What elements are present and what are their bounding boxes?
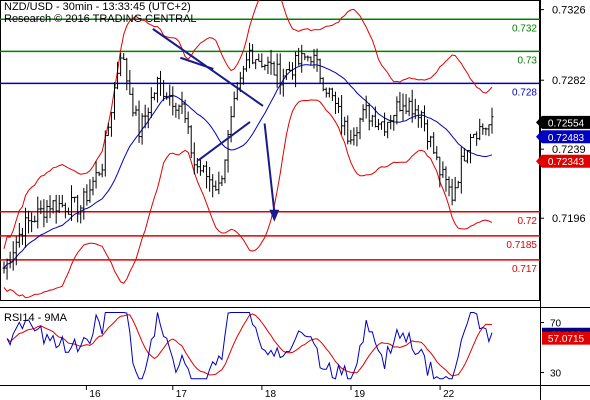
price-tick-label-1: 0.7282 xyxy=(552,75,586,87)
chart-title: NZD/USD - 30min - 13:33:45 (UTC+2) xyxy=(4,1,191,13)
level-labels: 0.732 0.73 0.728 0.72 0.7185 0.717 xyxy=(506,23,537,275)
moving-average-line xyxy=(3,64,493,269)
bollinger-upper xyxy=(3,0,493,249)
time-tick-label-1: 17 xyxy=(176,389,188,400)
rsi-label: RSI14 - 9MA xyxy=(4,312,67,324)
projection-arrow-head xyxy=(269,209,280,222)
projection-arrow-shaft xyxy=(263,123,276,212)
trendline-1 xyxy=(197,121,251,162)
level-label-1: 0.73 xyxy=(518,55,538,66)
bollinger-bands xyxy=(3,0,493,299)
rsi-tick-label-0: 70 xyxy=(550,319,562,330)
bollinger-lower xyxy=(3,99,493,299)
price-tick-label-3: 0.7196 xyxy=(552,213,586,225)
time-tick-label-3: 19 xyxy=(354,389,366,400)
level-label-5: 0.717 xyxy=(512,264,537,275)
level-label-0: 0.732 xyxy=(512,23,537,34)
last-price-tag-bg xyxy=(542,115,590,129)
horizontal-levels xyxy=(0,18,540,261)
time-tick-label-0: 16 xyxy=(89,389,101,400)
time-tick-label-4: 22 xyxy=(443,389,455,400)
moving-average xyxy=(3,64,493,269)
bollinger-value-tag: 0.72343 xyxy=(548,157,585,168)
bollinger-value-tag-pointer xyxy=(536,154,542,168)
trendlines xyxy=(152,28,280,222)
chart-copyright: Research © 2016 TRADING CENTRAL xyxy=(4,13,197,25)
time-axis: 16 17 18 19 22 xyxy=(85,385,455,400)
last-price-tag-pointer xyxy=(536,115,542,129)
time-tick-label-2: 18 xyxy=(265,389,277,400)
level-label-2: 0.728 xyxy=(512,87,537,98)
rsi-ma-line xyxy=(6,313,493,377)
level-label-4: 0.7185 xyxy=(506,240,537,251)
ma-value-tag: 0.72483 xyxy=(548,133,585,144)
level-label-3: 0.72 xyxy=(518,216,538,227)
rsi-line xyxy=(6,312,493,380)
value-tags: 0.72554 0.72483 0.72343 xyxy=(536,115,590,168)
ma-value-tag-bg xyxy=(542,130,590,144)
rsi-ma-value-tag: 57.0715 xyxy=(548,334,585,345)
rsi-tick-label-1: 30 xyxy=(550,369,562,380)
price-tick-label-2: 0.7239 xyxy=(552,144,586,156)
last-price-tag: 0.72554 xyxy=(548,118,585,129)
price-axis: 0.7326 0.7282 0.7239 0.7196 xyxy=(540,5,586,225)
price-tick-label-0: 0.7326 xyxy=(552,5,586,17)
trendline-2 xyxy=(180,56,214,70)
rsi-ma-value-tag-bg xyxy=(542,331,590,345)
candlesticks xyxy=(2,42,494,280)
main-plot-border xyxy=(0,0,540,301)
bollinger-value-tag-bg xyxy=(542,154,590,168)
ma-value-tag-pointer xyxy=(536,130,542,144)
rsi-panel: 703060.19357.0715 xyxy=(6,312,590,380)
